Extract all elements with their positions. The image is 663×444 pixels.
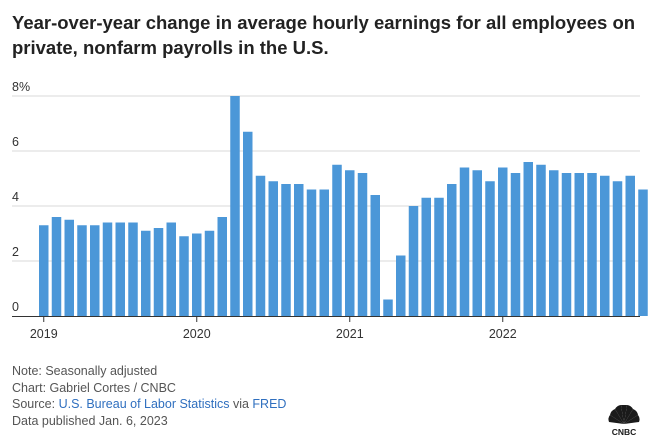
bar-may-2021 — [396, 255, 406, 316]
bar-mar-2021 — [370, 195, 380, 316]
bar-jun-2019 — [102, 222, 113, 316]
bar-may-2022 — [549, 170, 559, 316]
bar-jan-2022 — [498, 167, 508, 316]
bar-jan-2019 — [39, 225, 49, 316]
bar-jun-2022 — [561, 173, 572, 316]
bar-dec-2019 — [179, 236, 189, 316]
bar-jan-2021 — [345, 170, 355, 316]
bar-oct-2021 — [459, 167, 470, 316]
chart-credit: Chart: Gabriel Cortes / CNBC — [12, 380, 176, 395]
y-tick-label-6: 6 — [12, 135, 19, 149]
bar-feb-2019 — [51, 217, 62, 316]
bar-dec-2020 — [332, 164, 342, 316]
bar-oct-2020 — [306, 189, 317, 316]
bar-aug-2020 — [281, 184, 291, 316]
bar-apr-2021 — [383, 299, 393, 316]
bar-feb-2020 — [204, 230, 215, 316]
bar-aug-2019 — [128, 222, 138, 316]
source-line: Source: U.S. Bureau of Labor Statistics … — [12, 396, 286, 413]
bar-jan-2020 — [192, 233, 202, 316]
y-axis-tick-labels: 0 2 4 6 8% — [12, 80, 30, 314]
bar-aug-2022 — [587, 173, 597, 316]
bar-aug-2021 — [434, 197, 444, 316]
footnote-seasonal: Note: Seasonally adjusted — [12, 364, 158, 378]
source-via: via — [229, 397, 253, 411]
chart-footer: Note: Seasonally adjusted Chart: Gabriel… — [12, 363, 286, 429]
bar-mar-2020 — [217, 217, 227, 316]
bar-oct-2019 — [153, 228, 164, 316]
chart-title: Year-over-year change in average hourly … — [12, 12, 636, 58]
source-fred-link[interactable]: FRED — [252, 397, 287, 411]
bar-may-2020 — [243, 131, 253, 316]
bar-may-2019 — [90, 225, 100, 316]
bar-jul-2022 — [574, 173, 584, 316]
bar-feb-2022 — [510, 173, 521, 316]
y-tick-label-8: 8% — [12, 80, 30, 94]
bar-dec-2022 — [638, 189, 648, 316]
bar-jul-2021 — [421, 197, 431, 316]
x-tick-label-2019: 2019 — [30, 327, 58, 341]
bar-feb-2021 — [357, 173, 368, 316]
bar-nov-2019 — [166, 222, 176, 316]
bar-sep-2022 — [600, 175, 610, 316]
bar-apr-2019 — [77, 225, 87, 316]
source-bls-link[interactable]: U.S. Bureau of Labor Statistics — [58, 397, 230, 411]
x-tick-label-2021: 2021 — [336, 327, 364, 341]
bar-jun-2020 — [255, 175, 266, 316]
y-tick-label-2: 2 — [12, 245, 19, 259]
bar-chart: 0 2 4 6 8% 2019 2020 2021 2022 — [12, 80, 648, 341]
bar-jul-2020 — [268, 181, 278, 316]
peacock-icon — [608, 405, 640, 424]
bar-sep-2021 — [447, 184, 457, 316]
y-tick-label-0: 0 — [12, 300, 19, 314]
x-tick-label-2020: 2020 — [183, 327, 211, 341]
bar-dec-2021 — [485, 181, 495, 316]
bar-nov-2020 — [319, 189, 329, 316]
data-published-date: Data published Jan. 6, 2023 — [12, 413, 168, 428]
source-prefix: Source: — [12, 397, 59, 411]
bar-nov-2021 — [472, 170, 482, 316]
cnbc-logo: CNBC — [608, 405, 640, 437]
bar-jun-2021 — [408, 206, 419, 316]
x-tick-label-2022: 2022 — [489, 327, 517, 341]
bar-nov-2022 — [625, 175, 635, 316]
bar-oct-2022 — [612, 181, 623, 316]
bar-mar-2019 — [64, 219, 74, 316]
y-tick-label-4: 4 — [12, 190, 19, 204]
bar-apr-2022 — [536, 164, 546, 316]
bar-mar-2022 — [523, 162, 533, 316]
bar-apr-2020 — [230, 96, 240, 316]
cnbc-logo-text: CNBC — [612, 427, 637, 437]
bar-sep-2020 — [294, 184, 304, 316]
bar-jul-2019 — [115, 222, 125, 316]
bar-sep-2019 — [141, 230, 151, 316]
bars — [39, 96, 648, 316]
x-axis-tick-labels: 2019 2020 2021 2022 — [30, 316, 517, 341]
